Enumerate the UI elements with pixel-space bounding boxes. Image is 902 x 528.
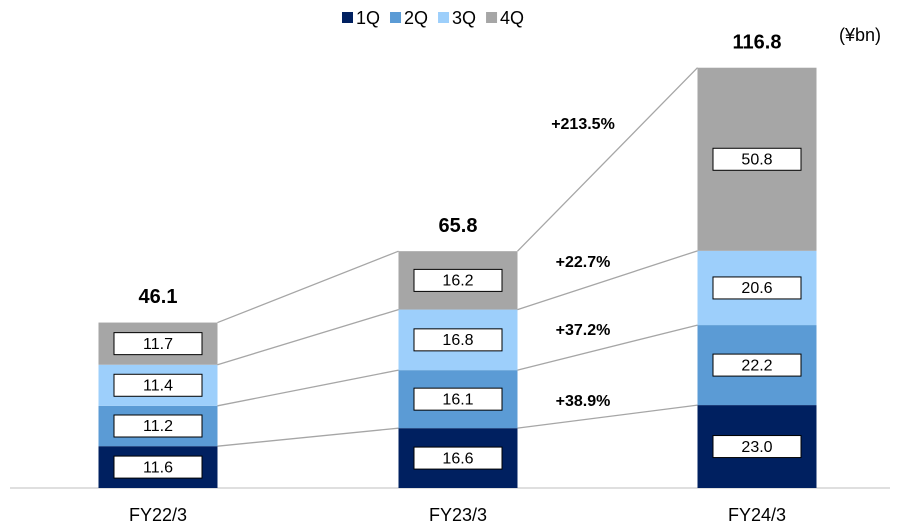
value-label: 23.0 <box>741 439 772 456</box>
legend-label: 3Q <box>452 8 476 28</box>
legend-label: 4Q <box>500 8 524 28</box>
value-label: 11.7 <box>143 336 173 353</box>
legend-label: 1Q <box>356 8 380 28</box>
growth-annotation: +37.2% <box>556 322 611 339</box>
connector-line <box>517 250 698 311</box>
value-label: 11.2 <box>143 418 173 435</box>
connector-line <box>217 369 399 407</box>
category-label: FY22/3 <box>129 505 187 525</box>
growth-annotation: +213.5% <box>551 116 615 133</box>
legend-swatch <box>342 12 353 23</box>
value-label-box <box>113 373 203 397</box>
value-label: 50.8 <box>741 151 772 168</box>
value-label: 11.4 <box>143 377 173 394</box>
value-label: 11.6 <box>143 459 173 476</box>
legend-swatch <box>390 12 402 23</box>
category-label: FY23/3 <box>429 505 487 525</box>
value-label-box <box>113 332 203 356</box>
total-label: 46.1 <box>139 286 178 308</box>
value-label: 16.1 <box>442 391 473 408</box>
growth-annotation: +38.9% <box>556 393 611 410</box>
legend-label: 2Q <box>404 8 428 28</box>
value-label-box <box>113 414 203 438</box>
category-label: FY24/3 <box>728 505 786 525</box>
value-label: 16.2 <box>442 273 473 290</box>
value-label-box <box>712 147 802 171</box>
value-label-box <box>113 455 203 479</box>
total-label: 116.8 <box>733 31 782 53</box>
connector-line <box>217 308 399 366</box>
value-label: 20.6 <box>741 280 772 297</box>
value-label: 16.6 <box>442 450 473 467</box>
connector-line <box>517 324 698 371</box>
total-label: 65.8 <box>439 215 478 237</box>
value-label-box <box>712 435 802 459</box>
connector-line <box>517 404 698 429</box>
value-label: 16.8 <box>442 332 473 349</box>
unit-label: (¥bn) <box>839 25 881 45</box>
value-label-box <box>413 446 503 470</box>
value-label-box <box>413 268 503 292</box>
value-label-box <box>712 353 802 377</box>
connector-line <box>217 427 399 447</box>
value-label-box <box>413 328 503 352</box>
value-label: 22.2 <box>741 357 772 374</box>
connector-line <box>517 67 698 252</box>
value-label-box <box>712 276 802 300</box>
connector-line <box>217 250 399 324</box>
growth-annotation: +22.7% <box>556 254 611 271</box>
value-label-box <box>413 387 503 411</box>
legend-swatch <box>486 12 498 23</box>
legend-swatch <box>438 12 450 23</box>
